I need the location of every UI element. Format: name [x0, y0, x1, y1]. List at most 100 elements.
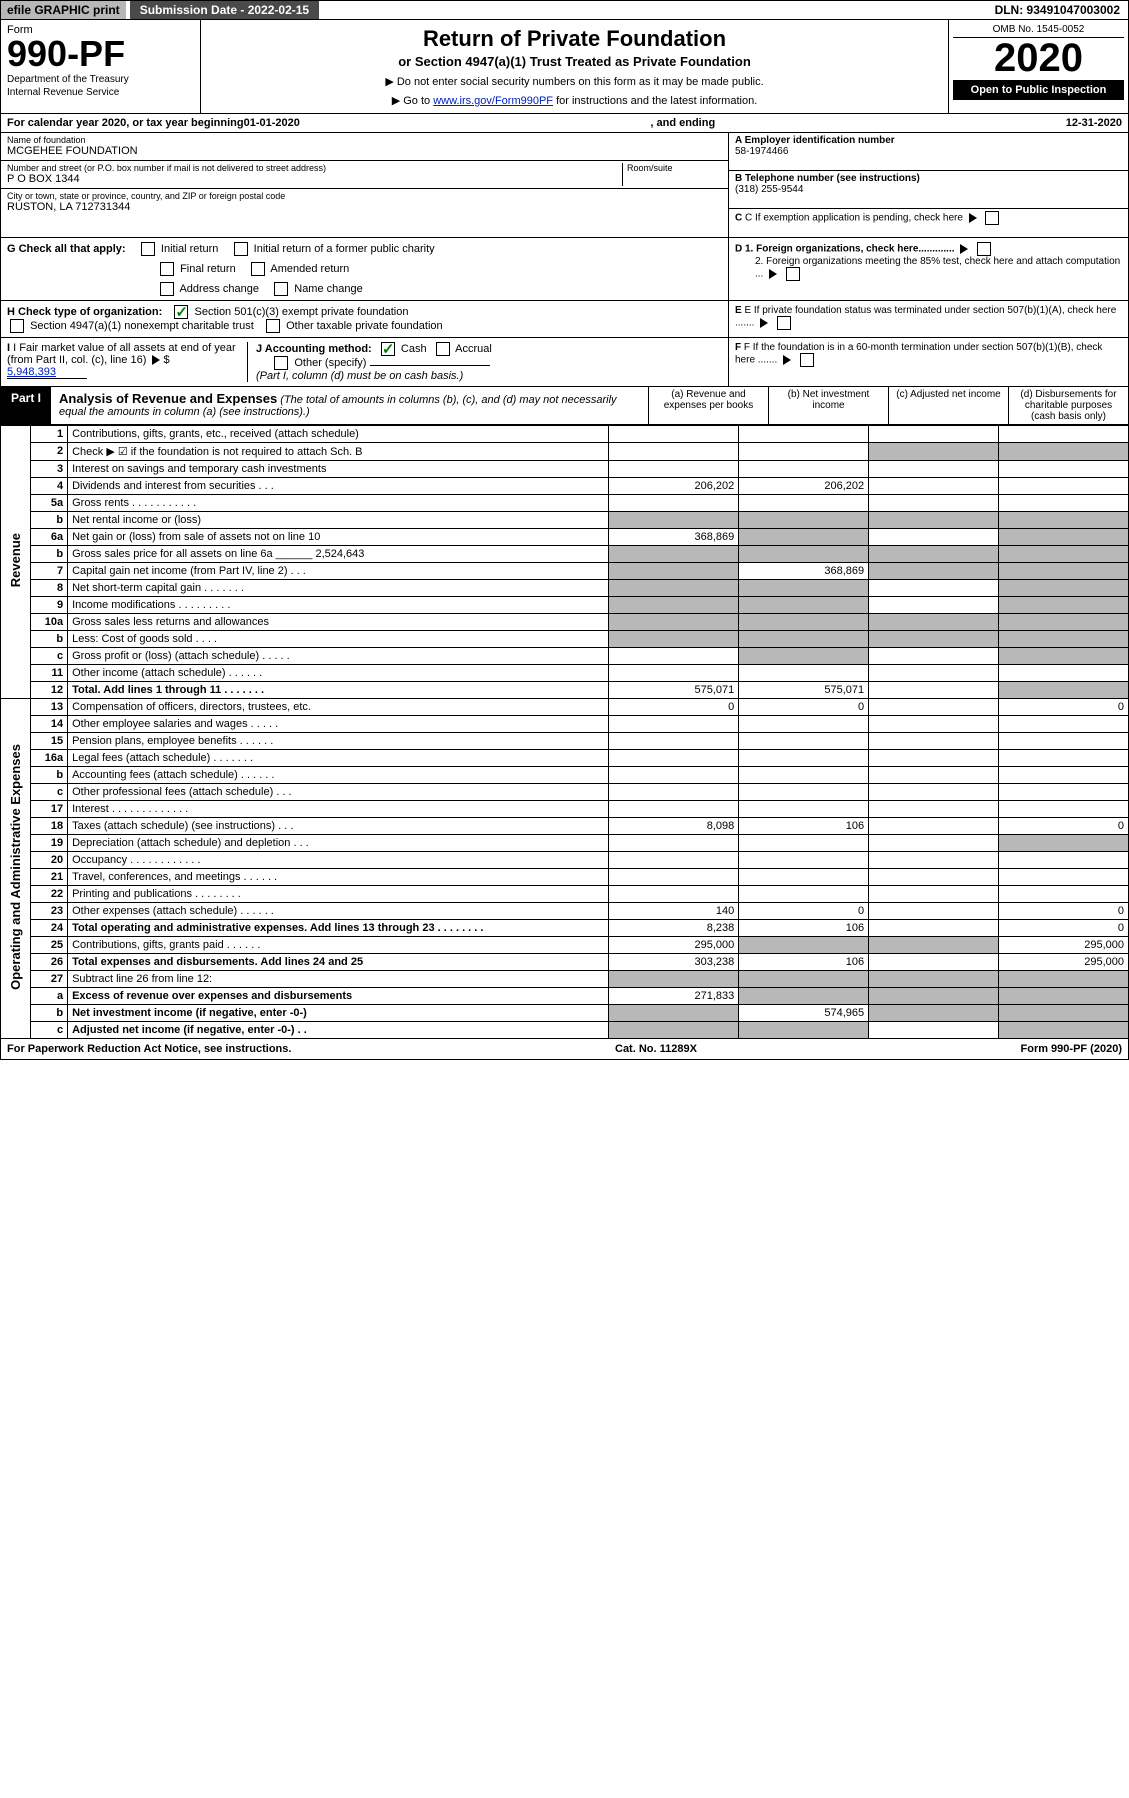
value-cell-d [999, 443, 1129, 461]
check-section-g: G Check all that apply: Initial return I… [0, 238, 1129, 301]
value-cell-c [869, 852, 999, 869]
value-cell-c [869, 937, 999, 954]
column-headers: (a) Revenue and expenses per books (b) N… [648, 387, 1128, 424]
accrual-checkbox[interactable] [436, 342, 450, 356]
d2-checkbox[interactable] [786, 267, 800, 281]
value-cell-a [609, 1022, 739, 1039]
value-cell-b [739, 886, 869, 903]
calendar-year-row: For calendar year 2020, or tax year begi… [0, 114, 1129, 133]
dln: DLN: 93491047003002 [987, 1, 1128, 19]
table-row: 8Net short-term capital gain . . . . . .… [1, 580, 1129, 597]
value-cell-b [739, 580, 869, 597]
value-cell-d [999, 597, 1129, 614]
line-description: Travel, conferences, and meetings . . . … [68, 869, 609, 886]
table-row: bGross sales price for all assets on lin… [1, 546, 1129, 563]
line-number: 3 [31, 461, 68, 478]
name-change-checkbox[interactable] [274, 282, 288, 296]
value-cell-b [739, 852, 869, 869]
initial-former-checkbox[interactable] [234, 242, 248, 256]
value-cell-d [999, 478, 1129, 495]
table-row: bNet investment income (if negative, ent… [1, 1005, 1129, 1022]
main-table: Revenue1Contributions, gifts, grants, et… [0, 425, 1129, 1039]
cash-checkbox[interactable] [381, 342, 395, 356]
f-checkbox[interactable] [800, 353, 814, 367]
line-description: Total expenses and disbursements. Add li… [68, 954, 609, 971]
value-cell-a: 368,869 [609, 529, 739, 546]
line-number: 25 [31, 937, 68, 954]
table-row: bNet rental income or (loss) [1, 512, 1129, 529]
value-cell-d [999, 716, 1129, 733]
fmv-value[interactable]: 5,948,393 [7, 366, 87, 379]
d1-checkbox[interactable] [977, 242, 991, 256]
dept-treasury: Department of the Treasury [7, 74, 194, 85]
501c3-checkbox[interactable] [174, 305, 188, 319]
line-description: Income modifications . . . . . . . . . [68, 597, 609, 614]
value-cell-d: 0 [999, 903, 1129, 920]
value-cell-c [869, 614, 999, 631]
value-cell-d [999, 546, 1129, 563]
check-section-ij: I I Fair market value of all assets at e… [0, 338, 1129, 387]
value-cell-d [999, 869, 1129, 886]
final-return-checkbox[interactable] [160, 262, 174, 276]
value-cell-c [869, 716, 999, 733]
name-row: Name of foundation MCGEHEE FOUNDATION [1, 133, 728, 161]
line-number: 16a [31, 750, 68, 767]
value-cell-c [869, 818, 999, 835]
value-cell-b [739, 631, 869, 648]
line-number: 12 [31, 682, 68, 699]
f-section: F F If the foundation is in a 60-month t… [728, 338, 1128, 386]
4947-checkbox[interactable] [10, 319, 24, 333]
e-checkbox[interactable] [777, 316, 791, 330]
value-cell-b [739, 665, 869, 682]
line-number: 24 [31, 920, 68, 937]
line-description: Excess of revenue over expenses and disb… [68, 988, 609, 1005]
value-cell-c [869, 426, 999, 443]
value-cell-a [609, 750, 739, 767]
paperwork-notice: For Paperwork Reduction Act Notice, see … [7, 1043, 291, 1055]
line-number: 22 [31, 886, 68, 903]
initial-return-checkbox[interactable] [141, 242, 155, 256]
line-description: Pension plans, employee benefits . . . .… [68, 733, 609, 750]
other-method-checkbox[interactable] [274, 356, 288, 370]
table-row: 20Occupancy . . . . . . . . . . . . [1, 852, 1129, 869]
form-number: 990-PF [7, 36, 194, 72]
line-description: Net gain or (loss) from sale of assets n… [68, 529, 609, 546]
value-cell-d [999, 682, 1129, 699]
table-row: 7Capital gain net income (from Part IV, … [1, 563, 1129, 580]
arrow-icon [769, 269, 777, 279]
line-number: 18 [31, 818, 68, 835]
value-cell-c [869, 954, 999, 971]
table-row: Revenue1Contributions, gifts, grants, et… [1, 426, 1129, 443]
part1-title-block: Analysis of Revenue and Expenses (The to… [51, 387, 648, 424]
c-checkbox[interactable] [985, 211, 999, 225]
check-section-h: H Check type of organization: Section 50… [0, 301, 1129, 338]
value-cell-c [869, 784, 999, 801]
value-cell-b [739, 512, 869, 529]
table-row: 16aLegal fees (attach schedule) . . . . … [1, 750, 1129, 767]
line-number: 21 [31, 869, 68, 886]
value-cell-b [739, 971, 869, 988]
line-description: Less: Cost of goods sold . . . . [68, 631, 609, 648]
value-cell-b: 574,965 [739, 1005, 869, 1022]
line-description: Total operating and administrative expen… [68, 920, 609, 937]
line-description: Accounting fees (attach schedule) . . . … [68, 767, 609, 784]
table-row: 6aNet gain or (loss) from sale of assets… [1, 529, 1129, 546]
value-cell-a [609, 614, 739, 631]
value-cell-b: 106 [739, 954, 869, 971]
table-row: 15Pension plans, employee benefits . . .… [1, 733, 1129, 750]
value-cell-b [739, 648, 869, 665]
line-number: 5a [31, 495, 68, 512]
amended-return-checkbox[interactable] [251, 262, 265, 276]
value-cell-d [999, 1005, 1129, 1022]
value-cell-c [869, 665, 999, 682]
table-row: 18Taxes (attach schedule) (see instructi… [1, 818, 1129, 835]
line-description: Other income (attach schedule) . . . . .… [68, 665, 609, 682]
revenue-side-label: Revenue [1, 426, 31, 699]
value-cell-a: 140 [609, 903, 739, 920]
address-change-checkbox[interactable] [160, 282, 174, 296]
form-number-block: Form 990-PF Department of the Treasury I… [1, 20, 201, 113]
col-c-header: (c) Adjusted net income [888, 387, 1008, 424]
other-taxable-checkbox[interactable] [266, 319, 280, 333]
line-number: 1 [31, 426, 68, 443]
irs-link[interactable]: www.irs.gov/Form990PF [433, 95, 553, 107]
